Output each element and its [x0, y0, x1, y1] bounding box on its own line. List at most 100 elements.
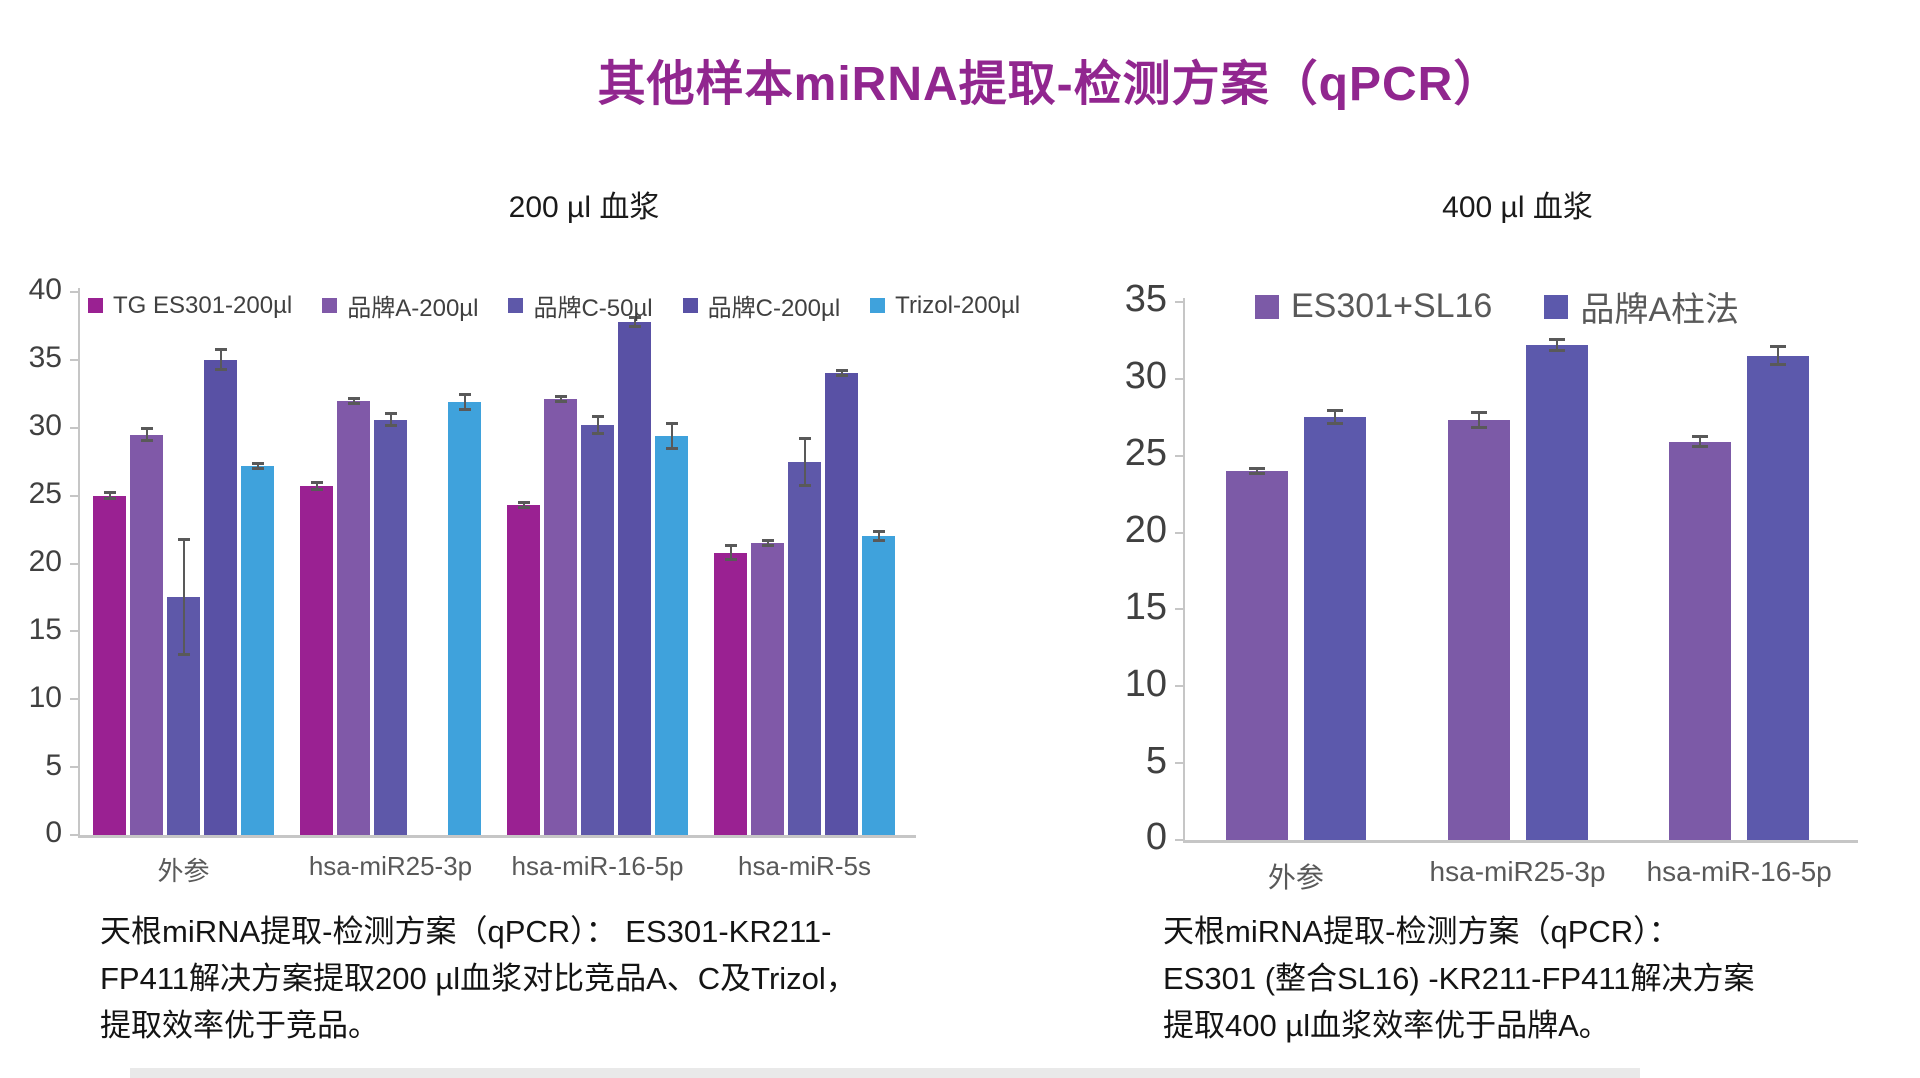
legend-swatch — [88, 298, 103, 313]
y-tick — [1175, 839, 1183, 841]
legend-swatch — [870, 298, 886, 313]
error-bar-line — [1555, 340, 1558, 350]
error-bar-line — [877, 532, 880, 541]
error-bar-cap-top — [761, 539, 774, 543]
legend-label: 品牌A柱法 — [1580, 291, 1740, 329]
x-category-label: 外参 — [157, 856, 210, 886]
error-bar-line — [633, 317, 636, 326]
bar-hsa-miR-16-5p-品牌C-50µl — [581, 425, 614, 835]
legend-label: ES301+SL16 — [1291, 287, 1493, 325]
legend-swatch — [1255, 294, 1279, 319]
y-axis-line — [1183, 298, 1185, 840]
y-tick — [70, 562, 78, 565]
y-tick — [1175, 762, 1183, 765]
legend-item: 品牌A-200µl — [322, 288, 478, 323]
y-tick — [70, 698, 78, 701]
y-tick — [70, 766, 78, 769]
error-bar-line — [256, 463, 259, 468]
footer-strip — [130, 1068, 1640, 1078]
bar-hsa-miR-16-5p-品牌A-200µl — [544, 399, 577, 835]
x-category-label: hsa-miR25-3p — [1429, 856, 1606, 887]
error-bar-cap-bottom — [628, 324, 641, 328]
y-tick — [70, 630, 78, 633]
error-bar-cap-top — [591, 414, 604, 418]
error-bar-cap-bottom — [1770, 363, 1787, 367]
y-tick-label: 15 — [28, 612, 62, 646]
legend-label: 品牌C-50µl — [533, 295, 653, 322]
error-bar-line — [803, 438, 806, 485]
error-bar-cap-top — [628, 315, 641, 319]
bar-外参-品牌A柱法 — [1303, 417, 1366, 840]
legend-label: 品牌C-200µl — [707, 295, 841, 322]
legend-item: 品牌A柱法 — [1544, 282, 1739, 331]
legend-item: 品牌C-200µl — [682, 288, 841, 323]
error-bar-cap-top — [347, 396, 360, 400]
error-bar-line — [670, 423, 673, 449]
bar-hsa-miR-5s-品牌C-200µl — [825, 373, 858, 835]
bar-外参-ES301+SL16 — [1225, 471, 1288, 840]
error-bar-cap-bottom — [384, 424, 397, 428]
error-bar-cap-bottom — [251, 466, 264, 470]
error-bar-cap-bottom — [140, 438, 153, 442]
error-bar-line — [729, 545, 732, 560]
y-tick-label: 40 — [28, 273, 62, 307]
error-bar-line — [108, 492, 111, 499]
error-bar-cap-top — [724, 543, 737, 547]
bar-hsa-miR25-3p-品牌A-200µl — [337, 400, 370, 835]
error-bar-cap-top — [458, 393, 471, 397]
bar-hsa-miR25-3p-TG ES301-200µl — [300, 486, 333, 835]
y-tick-label: 20 — [1124, 509, 1167, 551]
legend-swatch — [322, 298, 338, 313]
y-tick-label: 25 — [1124, 432, 1167, 475]
y-tick — [70, 494, 78, 497]
y-tick-label: 20 — [28, 544, 62, 578]
legend-swatch — [508, 298, 524, 313]
bar-hsa-miR-5s-品牌C-50µl — [788, 461, 821, 835]
error-bar-cap-bottom — [177, 653, 190, 657]
error-bar-line — [1255, 468, 1258, 474]
error-bar-cap-top — [1692, 435, 1709, 439]
bar-外参-品牌C-50µl — [167, 597, 200, 835]
chart-200ul-caption: 天根miRNA提取-检测方案（qPCR）： ES301-KR211- FP411… — [100, 914, 857, 1044]
y-tick-label: 10 — [28, 680, 62, 714]
y-tick-label: 15 — [1124, 585, 1167, 628]
chart-400ul-subtitle: 400 µl 血浆 — [1442, 191, 1593, 224]
error-bar-cap-bottom — [214, 368, 227, 372]
legend-swatch — [682, 298, 698, 313]
y-tick-label: 5 — [45, 748, 62, 782]
y-tick-label: 25 — [28, 477, 62, 511]
y-tick — [70, 834, 78, 836]
bar-hsa-miR25-3p-Trizol-200µl — [448, 401, 481, 835]
bar-hsa-miR25-3p-ES301+SL16 — [1447, 420, 1510, 840]
bar-hsa-miR25-3p-品牌C-50µl — [374, 419, 407, 835]
error-bar-line — [315, 483, 318, 489]
y-tick — [1175, 685, 1183, 688]
error-bar-cap-top — [872, 530, 885, 534]
bar-hsa-miR-5s-Trizol-200µl — [862, 536, 895, 835]
error-bar-cap-top — [310, 481, 323, 485]
y-tick-label: 30 — [28, 409, 62, 443]
error-bar-cap-top — [835, 369, 848, 373]
y-tick — [1175, 454, 1183, 457]
error-bar-cap-bottom — [103, 497, 116, 501]
bar-hsa-miR-16-5p-品牌C-200µl — [618, 321, 651, 835]
x-category-label: hsa-miR-16-5p — [511, 851, 684, 881]
bar-外参-TG ES301-200µl — [93, 495, 126, 835]
error-bar-cap-top — [798, 436, 811, 440]
error-bar-cap-top — [554, 395, 567, 399]
error-bar-cap-top — [665, 421, 678, 425]
error-bar-line — [766, 541, 769, 546]
error-bar-cap-bottom — [1470, 426, 1487, 430]
y-tick-label: 10 — [1124, 662, 1167, 705]
error-bar-cap-bottom — [517, 506, 530, 510]
error-bar-cap-bottom — [1326, 422, 1343, 426]
bar-hsa-miR25-3p-品牌A柱法 — [1525, 345, 1588, 840]
page-title: 其他样本miRNA提取-检测方案（qPCR） — [597, 58, 1503, 111]
x-category-label: hsa-miR25-3p — [308, 851, 473, 881]
bar-外参-品牌C-200µl — [204, 359, 237, 835]
bar-hsa-miR-16-5p-品牌A柱法 — [1747, 355, 1810, 840]
error-bar-cap-bottom — [554, 400, 567, 404]
legend-label: Trizol-200µl — [895, 291, 1021, 319]
error-bar-line — [1333, 411, 1336, 424]
bar-外参-Trizol-200µl — [241, 465, 274, 835]
